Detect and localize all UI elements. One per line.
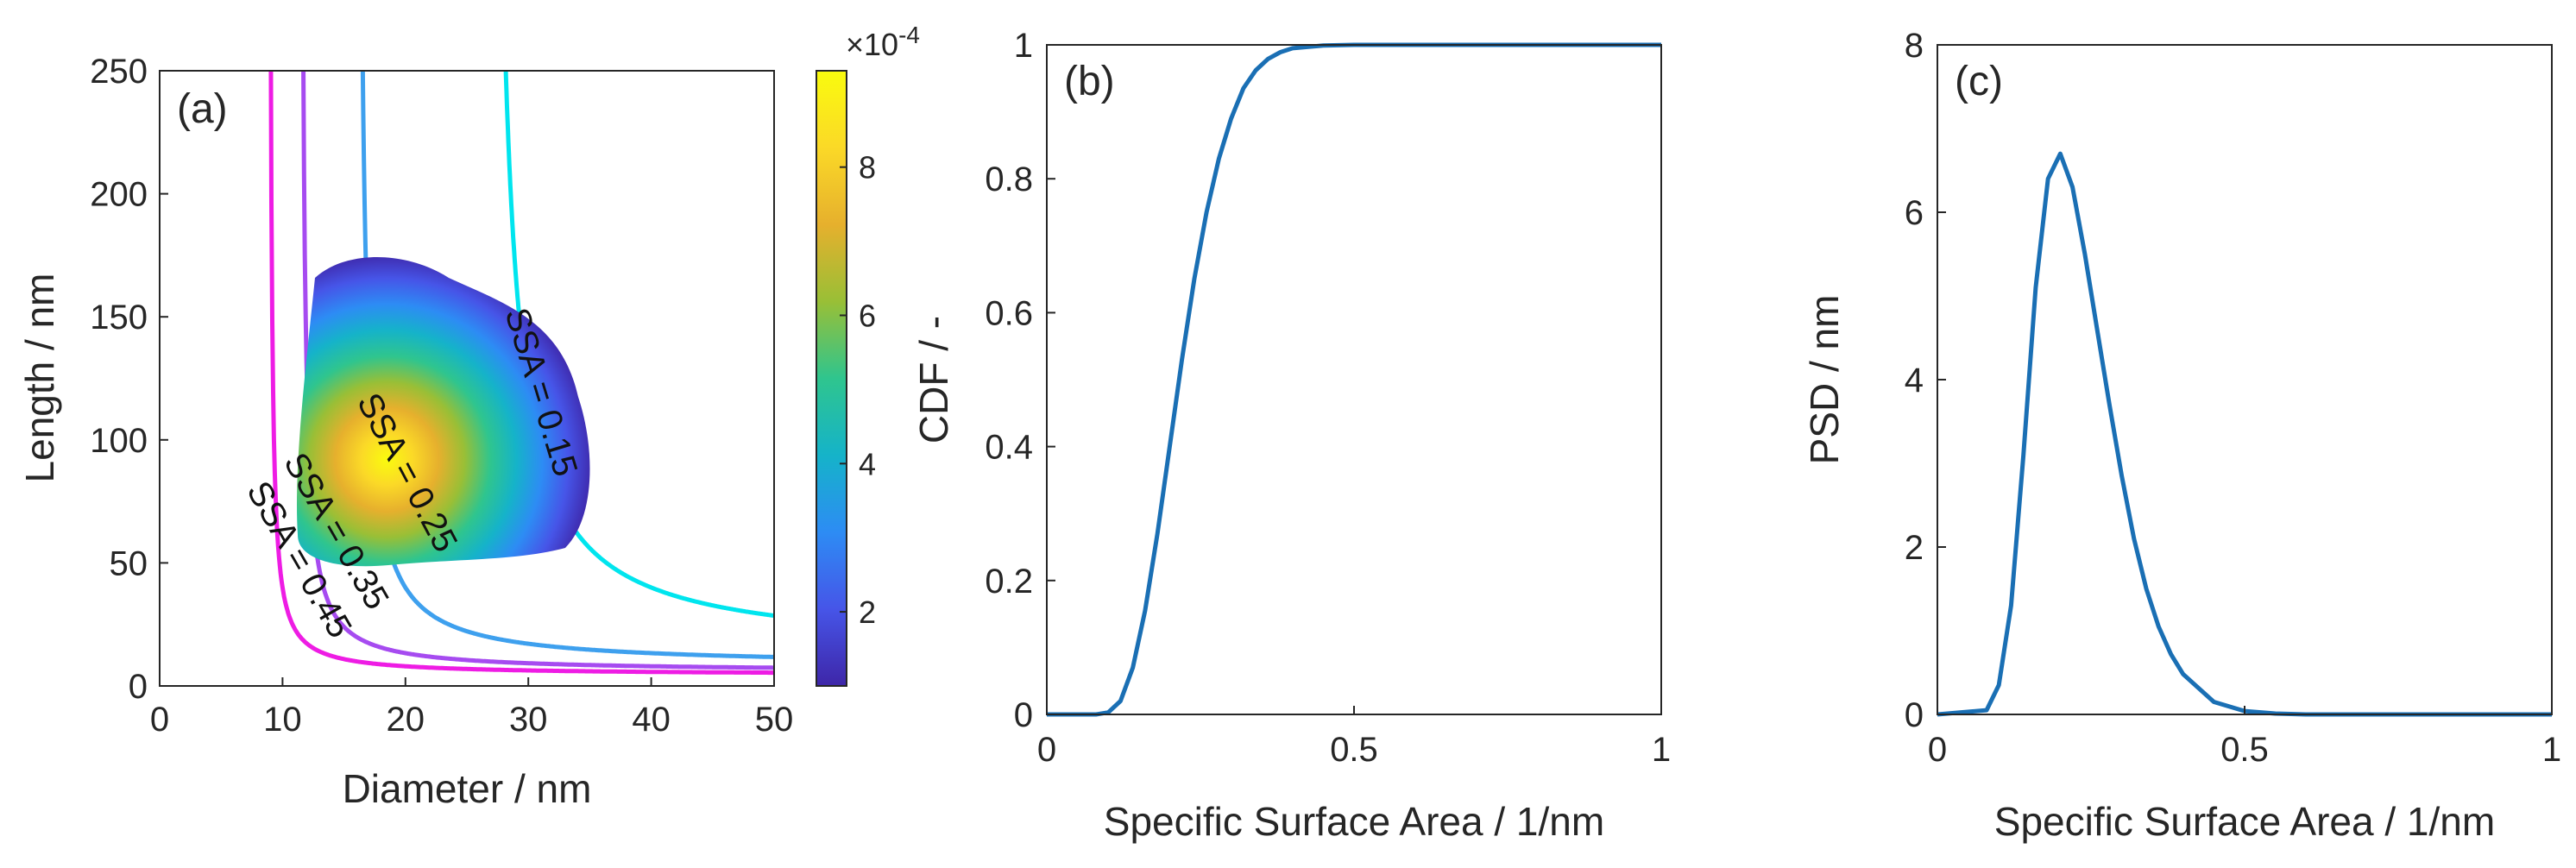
panel-label-a: (a) bbox=[177, 86, 228, 132]
iso-ssa-curve bbox=[301, 71, 774, 670]
y-tick-label: 0.4 bbox=[985, 429, 1033, 467]
y-tick-label: 0 bbox=[1905, 696, 1924, 734]
colorbar-tick-label: 8 bbox=[859, 150, 876, 186]
colorbar bbox=[816, 70, 847, 687]
psd-line bbox=[1937, 151, 2552, 717]
y-tick-label: 0 bbox=[1014, 696, 1033, 734]
x-tick-label: 0.5 bbox=[1330, 731, 1378, 769]
y-tick-label: 0.6 bbox=[985, 294, 1033, 332]
colorbar-exponent: ×10-4 bbox=[846, 22, 920, 62]
panel-a: SSA = 0.15 SSA = 0.25 SSA = 0.35 SSA = 0… bbox=[17, 22, 920, 811]
x-ticks-c: 0 0.5 1 bbox=[1928, 706, 2561, 769]
iso-ssa-curve bbox=[268, 71, 774, 676]
x-tick-label: 0 bbox=[1928, 731, 1947, 769]
x-tick-label: 0.5 bbox=[2220, 731, 2269, 769]
iso-ssa-curve bbox=[360, 71, 774, 659]
x-tick-label: 50 bbox=[755, 701, 794, 739]
iso-ssa-lines bbox=[268, 71, 774, 676]
y-axis-label-a: Length / nm bbox=[17, 274, 62, 483]
x-tick-label: 30 bbox=[509, 701, 548, 739]
x-tick-label: 0 bbox=[150, 701, 169, 739]
x-tick-label: 1 bbox=[2542, 731, 2561, 769]
x-tick-label: 0 bbox=[1037, 731, 1056, 769]
y-tick-label: 200 bbox=[90, 176, 148, 214]
colorbar-exponent-power: -4 bbox=[898, 22, 920, 48]
y-tick-label: 1 bbox=[1014, 27, 1033, 65]
x-ticks-a: 0 10 20 30 40 50 bbox=[150, 677, 793, 739]
x-axis-label-b: Specific Surface Area / 1/nm bbox=[1104, 799, 1604, 844]
colorbar-tick-label: 4 bbox=[859, 446, 876, 481]
y-tick-label: 250 bbox=[90, 53, 148, 91]
colorbar-tick-label: 6 bbox=[859, 298, 876, 333]
y-ticks-c: 0 2 4 6 8 bbox=[1905, 27, 1946, 734]
x-tick-label: 40 bbox=[632, 701, 671, 739]
colorbar-tick-label: 2 bbox=[859, 594, 876, 630]
y-tick-label: 50 bbox=[110, 544, 148, 582]
y-axis-label-b: CDF / - bbox=[911, 316, 956, 443]
x-ticks-b: 0 0.5 1 bbox=[1037, 706, 1671, 769]
y-tick-label: 100 bbox=[90, 422, 148, 460]
panel-label-b: (b) bbox=[1064, 59, 1115, 104]
x-tick-label: 1 bbox=[1652, 731, 1671, 769]
y-tick-label: 6 bbox=[1905, 194, 1924, 232]
y-tick-label: 0 bbox=[129, 668, 148, 706]
colorbar-ticks: 2 4 6 8 bbox=[840, 150, 876, 630]
y-ticks-b: 0 0.2 0.4 0.6 0.8 1 bbox=[985, 27, 1055, 734]
x-axis-label-a: Diameter / nm bbox=[343, 766, 592, 811]
y-ticks-a: 0 50 100 150 200 250 bbox=[90, 53, 168, 706]
panel-label-c: (c) bbox=[1955, 59, 2003, 104]
y-tick-label: 8 bbox=[1905, 27, 1924, 65]
y-tick-label: 2 bbox=[1905, 529, 1924, 567]
axes-frame-b bbox=[1046, 44, 1662, 715]
x-tick-label: 20 bbox=[387, 701, 425, 739]
cdf-line bbox=[1047, 42, 1661, 717]
y-tick-label: 0.8 bbox=[985, 160, 1033, 198]
x-axis-label-c: Specific Surface Area / 1/nm bbox=[1994, 799, 2495, 844]
y-tick-label: 0.2 bbox=[985, 563, 1033, 601]
y-axis-label-c: PSD / nm bbox=[1802, 295, 1847, 465]
y-tick-label: 150 bbox=[90, 299, 148, 337]
colorbar-exponent-base: ×10 bbox=[846, 27, 898, 62]
axes-frame-a bbox=[159, 70, 775, 687]
panel-b: 0 0.5 1 00.20.40.60.81 (b) Specific Surfac… bbox=[911, 27, 1671, 844]
y-tick-label: 4 bbox=[1905, 362, 1924, 399]
x-tick-label: 10 bbox=[263, 701, 302, 739]
density-region bbox=[297, 257, 590, 567]
